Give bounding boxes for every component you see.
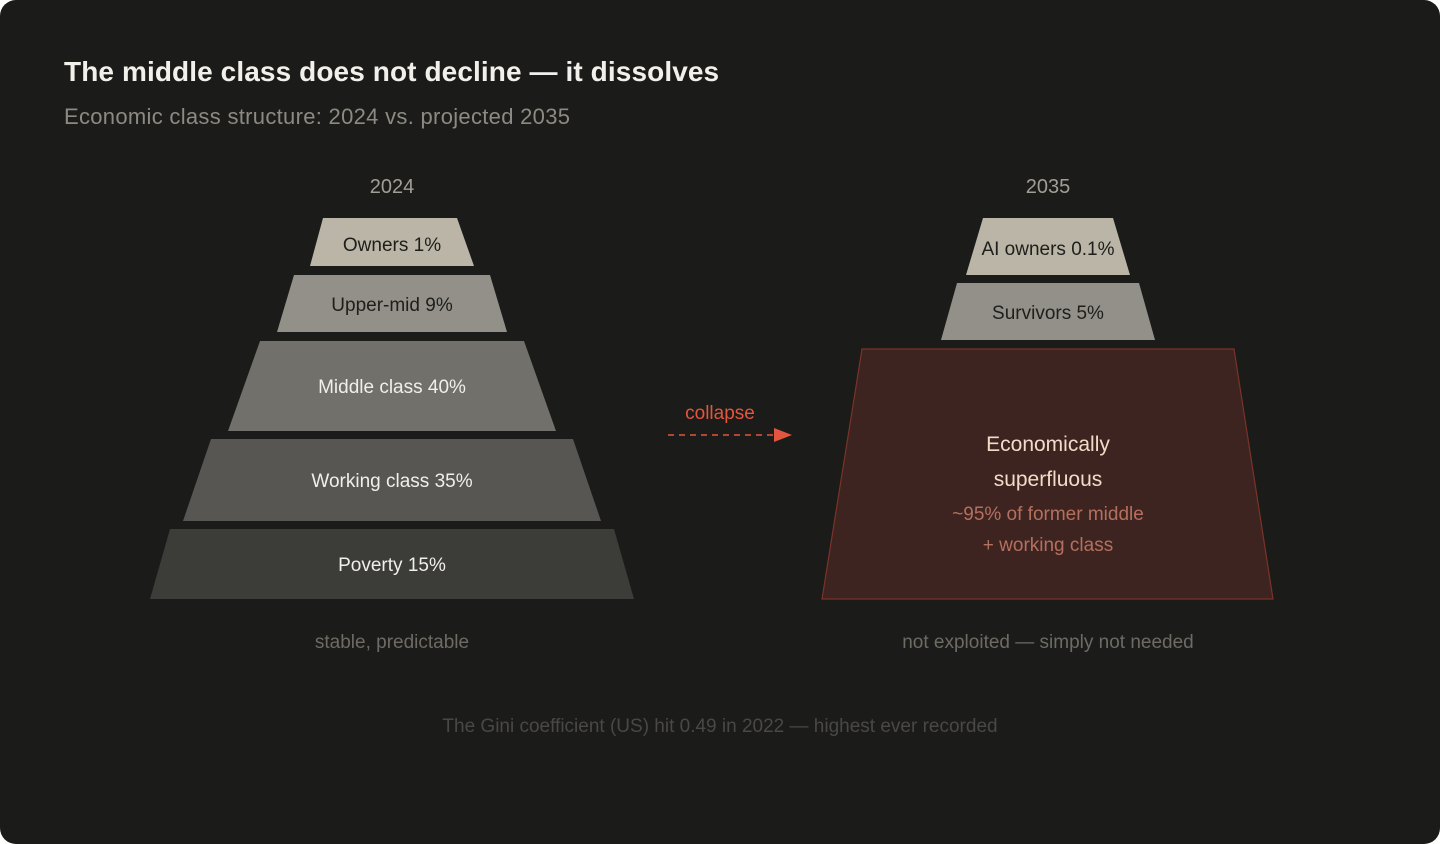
pyramid-2035: 2035 AI owners 0.1% Survivors 5% Economi… (821, 176, 1274, 653)
arrow-head-icon (774, 428, 792, 442)
tier-label-upper-mid: Upper-mid 9% (331, 295, 453, 316)
tier-poverty (150, 529, 634, 599)
superfluous-sub-line2: + working class (983, 535, 1113, 556)
tier-label-working-class: Working class 35% (311, 471, 472, 492)
tier-label-poverty: Poverty 15% (338, 555, 446, 576)
tier-economically-superfluous (821, 348, 1274, 600)
pyramid-2024: 2024 Owners 1% Upper-mid 9% Middle class… (150, 176, 634, 653)
tier-label-ai-owners: AI owners 0.1% (981, 239, 1114, 260)
tier-owners (310, 218, 474, 266)
caption-2035: not exploited — simply not needed (902, 632, 1194, 653)
year-label-2035: 2035 (1026, 176, 1071, 198)
tier-label-survivors: Survivors 5% (992, 303, 1104, 324)
caption-2024: stable, predictable (315, 632, 469, 653)
tier-upper-mid (277, 275, 507, 332)
tier-middle-class (228, 341, 556, 431)
tier-label-owners: Owners 1% (343, 235, 441, 256)
collapse-label: collapse (685, 403, 755, 424)
page-title: The middle class does not decline — it d… (64, 56, 720, 87)
tier-working-class (183, 439, 601, 521)
tier-survivors (941, 283, 1155, 340)
superfluous-sub-line1: ~95% of former middle (952, 504, 1144, 525)
tier-label-middle-class: Middle class 40% (318, 377, 466, 398)
page-subtitle: Economic class structure: 2024 vs. proje… (64, 104, 571, 129)
year-label-2024: 2024 (370, 176, 415, 198)
superfluous-title-line2: superfluous (994, 468, 1103, 491)
superfluous-title-line1: Economically (986, 433, 1110, 456)
footnote: The Gini coefficient (US) hit 0.49 in 20… (442, 716, 997, 737)
tier-ai-owners (966, 218, 1130, 275)
collapse-arrow: collapse (668, 403, 792, 442)
